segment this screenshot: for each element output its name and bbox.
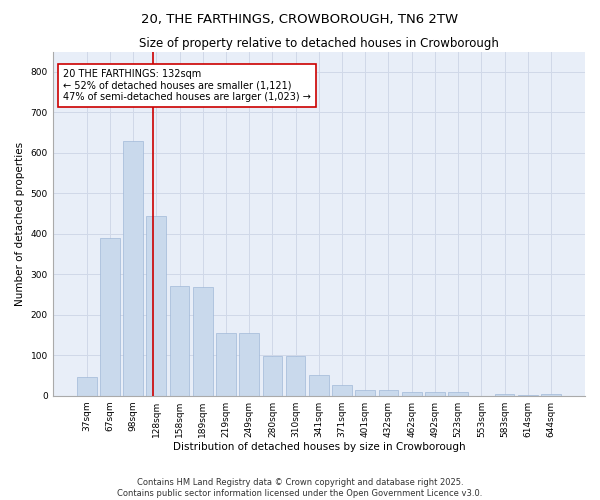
Bar [355, 390, 375, 396]
Y-axis label: Number of detached properties: Number of detached properties [15, 142, 25, 306]
Text: Contains HM Land Registry data © Crown copyright and database right 2025.
Contai: Contains HM Land Registry data © Crown c… [118, 478, 482, 498]
Bar [263, 356, 282, 396]
Bar [239, 334, 259, 396]
Text: 20 THE FARTHINGS: 132sqm
← 52% of detached houses are smaller (1,121)
47% of sem: 20 THE FARTHINGS: 132sqm ← 52% of detach… [64, 69, 311, 102]
Text: 20, THE FARTHINGS, CROWBOROUGH, TN6 2TW: 20, THE FARTHINGS, CROWBOROUGH, TN6 2TW [142, 12, 458, 26]
Bar [332, 385, 352, 396]
Bar [402, 392, 422, 396]
Bar [216, 333, 236, 396]
Bar [448, 392, 468, 396]
Bar [425, 392, 445, 396]
Bar [541, 394, 561, 396]
Bar [379, 390, 398, 396]
Bar [146, 216, 166, 396]
Bar [286, 356, 305, 396]
Bar [170, 286, 190, 396]
Bar [100, 238, 120, 396]
Bar [193, 287, 212, 396]
X-axis label: Distribution of detached houses by size in Crowborough: Distribution of detached houses by size … [173, 442, 465, 452]
Bar [494, 394, 514, 396]
Bar [123, 140, 143, 396]
Bar [77, 378, 97, 396]
Bar [309, 376, 329, 396]
Title: Size of property relative to detached houses in Crowborough: Size of property relative to detached ho… [139, 38, 499, 51]
